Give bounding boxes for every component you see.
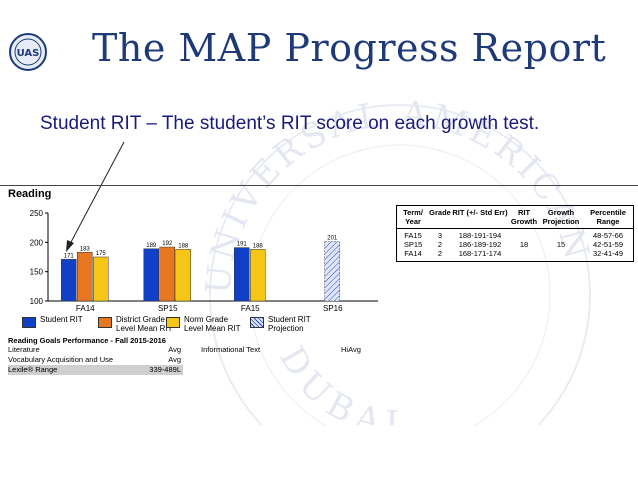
table-cell: FA14 (404, 249, 422, 258)
x-tick-label: SP15 (158, 304, 178, 313)
goal-label: Vocabulary Acquisition and Use (8, 355, 114, 364)
slide-subtitle: Student RIT – The student’s RIT score on… (40, 113, 540, 134)
legend-label: Student RIT (40, 315, 83, 324)
legend-swatch (166, 317, 180, 328)
bar-value-label: 188 (178, 243, 189, 249)
bar (77, 252, 93, 302)
bar-value-label: 192 (162, 241, 173, 247)
table-row: FA14 2 168-171-174 32-41-49 (397, 249, 633, 258)
column-header: Term/ Year (403, 208, 423, 226)
section-label: Reading (8, 188, 52, 200)
bar (61, 259, 77, 302)
table-cell: SP15 (403, 240, 423, 249)
table-cell: 15 (556, 240, 566, 249)
table-cell (509, 249, 539, 258)
x-tick-label: SP16 (323, 304, 343, 313)
table-cell: 18 (519, 240, 529, 249)
bar-value-label: 188 (253, 243, 264, 249)
legend-swatch (98, 317, 112, 328)
goals-performance: Reading Goals Performance - Fall 2015-20… (8, 336, 183, 375)
rit-table: Term/ Year Grade RIT (+/- Std Err) RIT G… (396, 205, 634, 262)
lexile-row: Lexile® Range 339-489L (8, 365, 183, 375)
column-header: Percentile Range (590, 208, 626, 226)
goal-label: Lexile® Range (8, 365, 58, 374)
divider (0, 185, 638, 186)
table-cell: FA15 (404, 231, 422, 240)
bar (143, 248, 159, 302)
table-cell (539, 249, 583, 258)
table-cell (539, 231, 583, 240)
table-cell: 32-41-49 (592, 249, 624, 258)
bar-value-label: 189 (146, 243, 157, 249)
slide-title: The MAP Progress Report (92, 26, 607, 70)
bar (324, 241, 340, 302)
goals-header: Reading Goals Performance - Fall 2015-20… (8, 336, 166, 345)
table-cell: 2 (437, 240, 443, 249)
table-cell: 168-171-174 (458, 249, 502, 258)
legend-label: Norm Grade Level Mean RIT (184, 315, 241, 333)
bar-value-label: 191 (237, 242, 248, 248)
table-cell: 186-189-192 (458, 240, 502, 249)
y-tick-label: 250 (30, 209, 44, 218)
table-row: SP15 2 186-189-192 18 15 42-51-59 (397, 240, 633, 249)
school-logo: UAS (9, 33, 47, 71)
chart-legend: Student RIT District Grade Level Mean RIT… (0, 314, 400, 336)
y-tick-label: 200 (30, 238, 44, 247)
table-cell: 48-57-66 (592, 231, 624, 240)
table-body: FA15 3 188-191-194 48-57-66 SP15 2 186-189-192… (397, 229, 633, 261)
goal-row: Vocabulary Acquisition and Use Avg (8, 355, 183, 365)
y-tick-label: 150 (30, 268, 44, 277)
column-header: RIT Growth (510, 208, 538, 226)
table-cell: 188-191-194 (458, 231, 502, 240)
column-header: Growth Projection (542, 208, 580, 226)
goal-value: 339-489L (149, 365, 181, 374)
legend-swatch (22, 317, 36, 328)
column-header: Grade (429, 208, 451, 217)
goal-label: Literature (8, 345, 40, 354)
table-cell: 3 (437, 231, 443, 240)
x-tick-label: FA15 (241, 304, 260, 313)
table-row: FA15 3 188-191-194 48-57-66 (397, 231, 633, 240)
informational-text-value: HiAvg (341, 345, 361, 354)
goal-value: Avg (168, 355, 181, 364)
legend-label: District Grade Level Mean RIT (116, 315, 173, 333)
bar-value-label: 183 (80, 246, 91, 252)
column-header: RIT (+/- Std Err) (452, 208, 508, 217)
goal-row: Literature Avg (8, 345, 183, 355)
table-cell (509, 231, 539, 240)
informational-text-label: Informational Text (201, 345, 261, 354)
bar (175, 249, 191, 302)
bar-value-label: 171 (64, 253, 75, 259)
logo-text: UAS (17, 48, 40, 59)
table-cell: 42-51-59 (592, 240, 624, 249)
reading-chart: 100 150 200 250 171 183 175 FA14 189 192 188 SP15 19… (30, 209, 378, 313)
goal-value: Avg (168, 345, 181, 354)
watermark-seal: UNIVERSAL AMERICAN DUBAI (198, 95, 594, 425)
legend-swatch (250, 317, 264, 328)
y-tick-label: 100 (30, 297, 44, 306)
bar (93, 256, 109, 302)
bar (234, 247, 250, 302)
table-header: Term/ Year Grade RIT (+/- Std Err) RIT G… (397, 206, 633, 229)
bar (250, 249, 266, 302)
bar-value-label: 201 (327, 236, 338, 242)
bar-value-label: 175 (96, 251, 107, 257)
bar (159, 246, 175, 302)
x-tick-label: FA14 (76, 304, 95, 313)
table-cell: 2 (437, 249, 443, 258)
legend-label: Student RIT Projection (268, 315, 311, 333)
